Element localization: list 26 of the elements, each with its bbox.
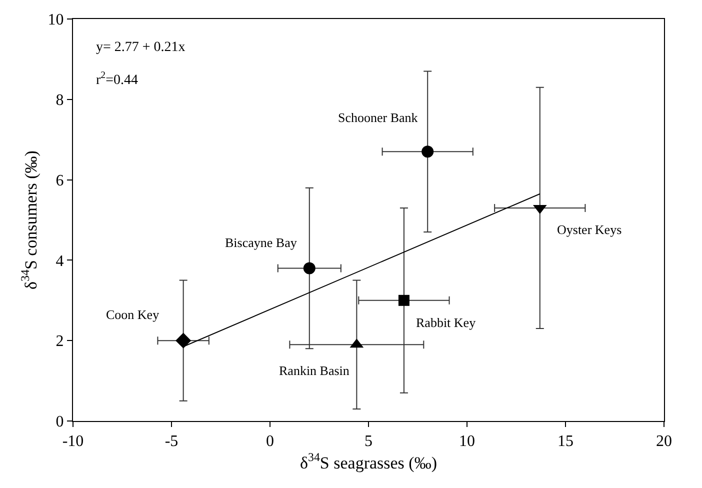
x-tick-label: -10: [62, 433, 84, 450]
y-tick-label: 4: [56, 252, 64, 270]
y-tick-label: 6: [56, 172, 64, 190]
x-tick-label: 15: [558, 433, 574, 450]
point: [422, 146, 434, 158]
series-label: Rankin Basin: [279, 363, 350, 378]
point: [176, 332, 192, 348]
point: [398, 294, 410, 306]
annotation: r$^{2}$=0.44: [96, 70, 138, 88]
x-tick-label: 20: [656, 433, 672, 450]
series-label: Biscayne Bay: [225, 235, 298, 250]
y-tick-label: 0: [56, 414, 64, 431]
x-tick-label: 10: [459, 433, 475, 450]
annotation: y= 2.77 + 0.21x: [96, 40, 186, 55]
series-label: Schooner Bank: [338, 110, 418, 125]
x-tick-label: -5: [164, 433, 178, 450]
y-tick-label: 2: [56, 333, 64, 350]
x-tick-label: 0: [266, 433, 274, 450]
series-label: Rabbit Key: [416, 315, 476, 330]
point: [303, 262, 316, 274]
series-label: Coon Key: [106, 307, 160, 322]
y-tick-label: 10: [48, 12, 64, 29]
x-axis-title: δ$^{34}$S seagrasses (‰): [300, 450, 437, 472]
y-tick-label: 8: [56, 92, 64, 109]
x-tick-label: 5: [364, 433, 372, 450]
series-label: Oyster Keys: [557, 222, 622, 237]
